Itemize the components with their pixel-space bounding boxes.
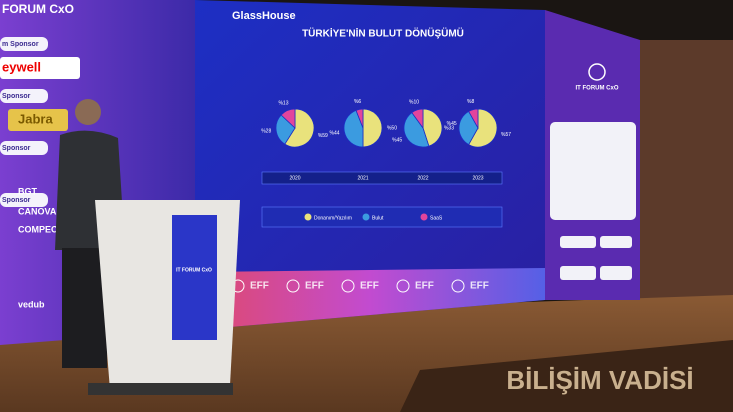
year-label: 2023 <box>472 175 483 181</box>
sponsor-tag <box>0 37 48 51</box>
year-label: 2020 <box>289 175 300 181</box>
pie-slice <box>284 108 315 148</box>
sponsor-tag-text: Sponsor <box>2 93 31 100</box>
brand: GlassHouse <box>232 10 296 22</box>
pie-label: %45 <box>447 121 457 127</box>
strip-logo <box>396 279 410 293</box>
screen-strip <box>195 268 545 330</box>
podium-base <box>88 383 233 395</box>
pie-label: %59 <box>318 133 328 139</box>
legend-label: Donanım/Yazılım <box>314 215 352 221</box>
sponsor-name: COMPEC <box>18 224 58 234</box>
pie-slice <box>275 114 296 145</box>
sponsor-card <box>560 236 596 248</box>
strip-logo <box>286 279 300 293</box>
speaker-legs <box>62 248 107 368</box>
legend-swatch <box>362 213 370 221</box>
sponsor-tag <box>0 193 48 207</box>
pie-label: %8 <box>467 99 474 105</box>
podium <box>95 200 240 390</box>
pie-label: %13 <box>278 101 288 107</box>
pie-slice <box>422 108 443 147</box>
slide-content: %59 %28 %13 2020 %50 %44 %6 2021 %45 %45 %10 2022 %5… <box>231 99 511 293</box>
pie-slice <box>468 108 498 148</box>
sponsor-tag-text: Sponsor <box>2 197 31 204</box>
sponsor-name: BGT <box>18 186 38 196</box>
sponsor-tag <box>0 141 48 155</box>
panel-logo <box>588 63 606 81</box>
main-screen <box>195 0 545 330</box>
pie-label: %6 <box>354 99 361 105</box>
sponsor-card <box>600 236 632 248</box>
speaker-head <box>75 99 101 125</box>
pie-label: %45 <box>392 138 402 144</box>
podium-screen <box>172 215 217 340</box>
pie-slice <box>355 108 364 129</box>
sponsor-tag-text: m Sponsor <box>2 41 39 48</box>
left-event: FORUM CxO <box>2 2 74 16</box>
strip-text: EFF <box>470 281 489 292</box>
stage-front <box>400 340 733 412</box>
pie-label: %44 <box>330 130 340 136</box>
strip-logo <box>451 279 465 293</box>
pie-slice <box>403 112 430 148</box>
pie-slice <box>411 108 424 130</box>
year-label: 2021 <box>357 175 368 181</box>
pie-label: %50 <box>387 125 397 131</box>
pie-label: %57 <box>501 132 511 138</box>
pie-slice <box>343 109 364 148</box>
legend-label: SaaS <box>430 215 443 221</box>
sponsor-name: eywell <box>2 59 41 74</box>
pie-label: %28 <box>261 129 271 135</box>
strip-text: EFF <box>415 281 434 292</box>
pie-label: %33 <box>444 125 454 131</box>
left-sponsors: m Sponsor Sponsor Sponsor Sponsor eywell Jabr… <box>0 37 80 309</box>
sponsor-name: Jabra <box>18 111 53 126</box>
right-wall <box>640 40 733 300</box>
strip-text: EFF <box>305 281 324 292</box>
sponsor-card <box>560 266 596 280</box>
sponsor-box <box>8 109 68 131</box>
strip-text: EFF <box>250 281 269 292</box>
sponsor-name: vedub <box>18 299 45 309</box>
sponsor-tag <box>0 89 48 103</box>
legend-label: Bulut <box>372 215 384 221</box>
strip-logo <box>341 279 355 293</box>
sponsor-card <box>550 122 636 220</box>
sponsor-name: CANOVA <box>18 206 57 216</box>
sponsor-box <box>0 57 80 79</box>
sponsor-card <box>600 266 632 280</box>
pie-label: %10 <box>409 100 419 106</box>
year-label: 2022 <box>417 175 428 181</box>
timeline <box>261 171 503 185</box>
slide-title: TÜRKİYE'NİN BULUT DÖNÜŞÜMÜ <box>302 27 464 40</box>
pie-slice <box>468 108 479 130</box>
podium-event: IT FORUM CxO <box>176 267 212 273</box>
stage-sign: BİLİŞİM VADİSİ <box>506 365 693 395</box>
strip-text: EFF <box>360 281 379 292</box>
panel-event: IT FORUM CxO <box>576 86 619 92</box>
sponsor-tag-text: Sponsor <box>2 145 31 152</box>
legend-box <box>261 206 503 228</box>
legend-swatch <box>304 213 312 221</box>
legend-swatch <box>420 213 428 221</box>
pie-slice <box>362 108 383 148</box>
pie-slice <box>280 108 296 129</box>
